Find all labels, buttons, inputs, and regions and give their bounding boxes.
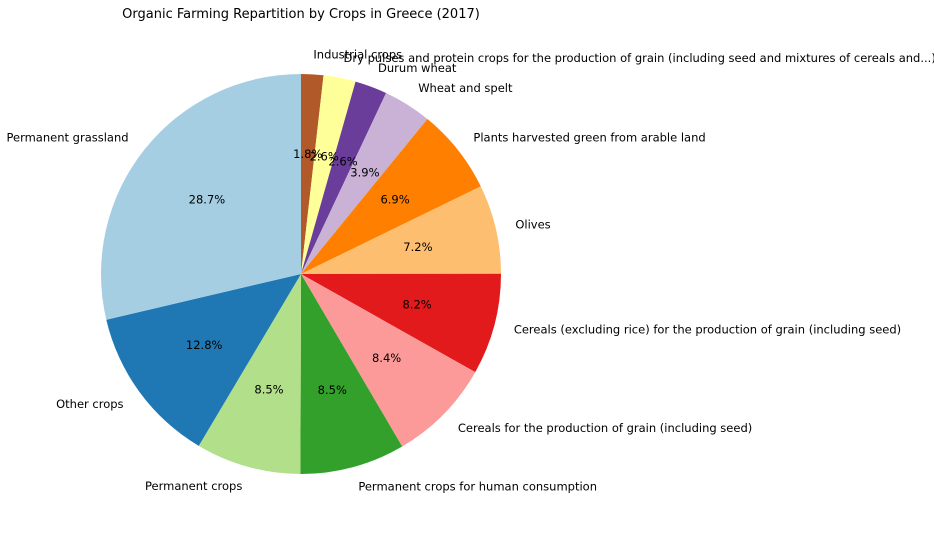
pct-label-permanent-crops: 8.5% bbox=[254, 383, 283, 397]
pie-slice-industrial-crops bbox=[301, 74, 324, 274]
pct-label-permanent-grassland: 28.7% bbox=[189, 192, 226, 206]
pct-label-other-crops: 12.8% bbox=[186, 338, 223, 352]
pct-label-dry-pulses-and-protein-crops-for-the-pro: 2.6% bbox=[310, 149, 339, 163]
pie-slice-cereals-for-the-production-of-grain-incl bbox=[301, 274, 476, 447]
pct-label-cereals-for-the-production-of-grain-incl: 8.4% bbox=[372, 351, 401, 365]
slice-label-wheat-and-spelt: Wheat and spelt bbox=[418, 81, 513, 95]
pie-slice-olives bbox=[301, 186, 501, 274]
slice-label-industrial-crops: Industrial crops bbox=[313, 47, 402, 61]
slice-label-other-crops: Other crops bbox=[56, 397, 123, 411]
pct-label-wheat-and-spelt: 3.9% bbox=[350, 165, 379, 179]
slice-label-permanent-grassland: Permanent grassland bbox=[6, 130, 128, 144]
slice-label-plants-harvested-green-from-arable-land: Plants harvested green from arable land bbox=[473, 130, 705, 144]
pct-label-cereals-excluding-rice-for-the-productio: 8.2% bbox=[402, 297, 431, 311]
pie-slice-permanent-crops bbox=[198, 274, 301, 474]
pie-slice-other-crops bbox=[106, 274, 301, 446]
slice-label-permanent-crops: Permanent crops bbox=[145, 479, 242, 493]
slice-label-dry-pulses-and-protein-crops-for-the-pro: Dry pulses and protein crops for the pro… bbox=[344, 51, 934, 65]
slice-label-olives: Olives bbox=[515, 217, 550, 231]
pie-slice-wheat-and-spelt bbox=[301, 93, 428, 274]
pie-slice-plants-harvested-green-from-arable-land bbox=[301, 119, 481, 274]
slice-label-cereals-excluding-rice-for-the-productio: Cereals (excluding rice) for the product… bbox=[514, 323, 901, 337]
slice-label-cereals-for-the-production-of-grain-incl: Cereals for the production of grain (inc… bbox=[458, 421, 752, 435]
pct-label-durum-wheat: 2.6% bbox=[328, 155, 357, 169]
chart-title: Organic Farming Repartition by Crops in … bbox=[122, 7, 480, 22]
pct-label-plants-harvested-green-from-arable-land: 6.9% bbox=[380, 192, 409, 206]
pie-slices bbox=[101, 74, 502, 475]
slice-label-permanent-crops-for-human-consumption: Permanent crops for human consumption bbox=[358, 479, 597, 493]
pie-slice-cereals-excluding-rice-for-the-productio bbox=[301, 273, 502, 373]
pct-label-permanent-crops-for-human-consumption: 8.5% bbox=[318, 383, 347, 397]
pie-slice-permanent-grassland bbox=[101, 74, 302, 320]
slice-label-durum-wheat: Durum wheat bbox=[378, 61, 457, 75]
pie-slice-durum-wheat bbox=[301, 81, 387, 274]
pie-slice-permanent-crops-for-human-consumption bbox=[300, 274, 403, 475]
pie-slice-dry-pulses-and-protein-crops-for-the-pro bbox=[301, 75, 356, 274]
percent-labels: 1.8%2.6%2.6%3.9%6.9%7.2%8.2%8.4%8.5%8.5%… bbox=[186, 147, 433, 397]
pct-label-olives: 7.2% bbox=[403, 240, 432, 254]
pct-label-industrial-crops: 1.8% bbox=[293, 147, 322, 161]
